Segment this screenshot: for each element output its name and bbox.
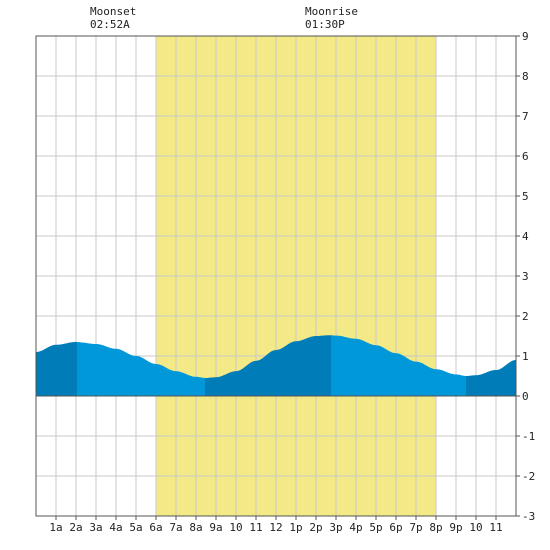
moonrise-time: 01:30P <box>305 18 345 31</box>
x-tick-label: 2p <box>309 521 322 534</box>
x-tick-label: 3p <box>329 521 342 534</box>
grid-layer <box>35 35 517 517</box>
tide-area-light-segment <box>331 335 466 396</box>
tide-area-dark-segment <box>466 360 516 396</box>
x-tick-label: 2a <box>69 521 82 534</box>
x-tick-label: 9p <box>449 521 462 534</box>
tide-area-dark-segment <box>205 335 331 396</box>
y-tick-label: -2 <box>522 470 535 483</box>
y-tick-label: 3 <box>522 270 529 283</box>
y-axis-ticks: 9 8 7 6 5 4 3 2 1 0 -1 -2 -3 <box>516 30 535 523</box>
x-tick-label: 5a <box>129 521 142 534</box>
x-tick-label: 6a <box>149 521 162 534</box>
tide-area-light-segment <box>77 342 205 396</box>
y-tick-label: 9 <box>522 30 529 43</box>
x-tick-label: 4p <box>349 521 362 534</box>
moonset-label: Moonset <box>90 5 136 18</box>
y-tick-label: 8 <box>522 70 529 83</box>
y-tick-label: -3 <box>522 510 535 523</box>
x-tick-label: 10 <box>229 521 242 534</box>
x-tick-label: 6p <box>389 521 402 534</box>
tide-area-dark-segment <box>36 342 77 396</box>
x-tick-label: 8a <box>189 521 202 534</box>
y-tick-label: 4 <box>522 230 529 243</box>
x-tick-label: 1a <box>49 521 62 534</box>
y-tick-label: 6 <box>522 150 529 163</box>
y-tick-label: 7 <box>522 110 529 123</box>
y-tick-label: 1 <box>522 350 529 363</box>
x-tick-label: 7p <box>409 521 422 534</box>
moonset-time: 02:52A <box>90 18 130 31</box>
x-tick-label: 11 <box>249 521 262 534</box>
x-tick-label: 5p <box>369 521 382 534</box>
tide-area-layer <box>36 335 516 396</box>
moonrise-label: Moonrise <box>305 5 358 18</box>
y-tick-label: 5 <box>522 190 529 203</box>
x-axis-ticks: 1a 2a 3a 4a 5a 6a 7a 8a 9a 10 11 12 1p 2p 3p 4p 5p 6p 7p 8p… <box>49 516 503 534</box>
x-tick-label: 3a <box>89 521 102 534</box>
x-tick-label: 9a <box>209 521 222 534</box>
x-tick-label: 7a <box>169 521 182 534</box>
x-tick-label: 11 <box>489 521 502 534</box>
x-tick-label: 1p <box>289 521 302 534</box>
x-tick-label: 10 <box>469 521 482 534</box>
y-tick-label: 0 <box>522 390 529 403</box>
x-tick-label: 12 <box>269 521 282 534</box>
y-tick-label: -1 <box>522 430 535 443</box>
x-tick-label: 4a <box>109 521 122 534</box>
x-tick-label: 8p <box>429 521 442 534</box>
y-tick-label: 2 <box>522 310 529 323</box>
